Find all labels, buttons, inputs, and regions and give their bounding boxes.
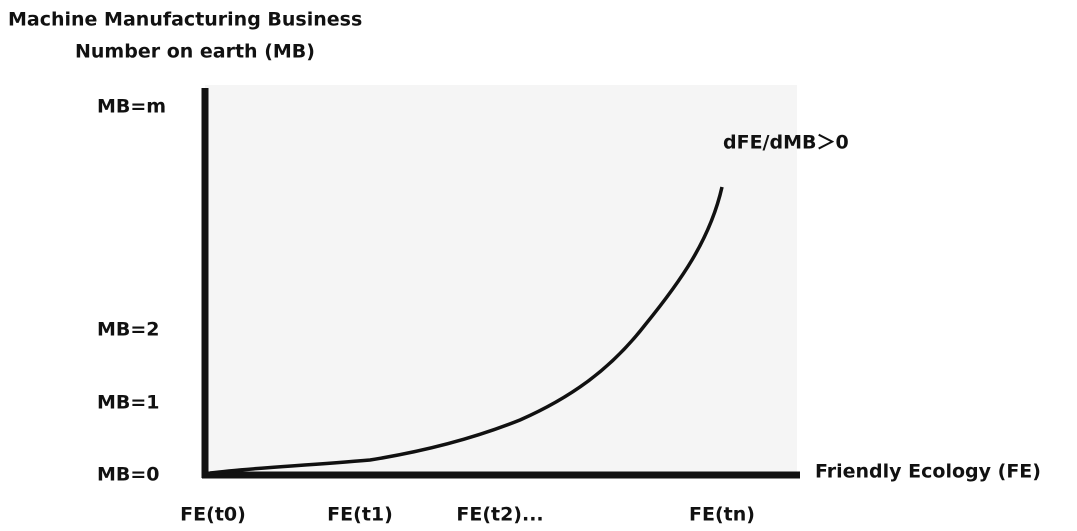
y-label: MB=0 [97,464,160,486]
y-label: MB=m [97,96,166,118]
annotation: dFE/dMB＞0 [723,132,849,154]
y-label: MB=2 [97,319,160,341]
plot-area [205,85,797,477]
x-label: FE(t2)... [456,504,543,526]
x-label: FE(tn) [689,504,755,526]
y-axis-title: Number on earth (MB) [75,41,315,63]
y-axis-title: Machine Manufacturing Business [8,9,362,31]
x-axis-title: Friendly Ecology (FE) [815,461,1041,483]
x-label: FE(t1) [327,504,393,526]
x-label: FE(t0) [180,504,246,526]
y-label: MB=1 [97,392,160,414]
curve [209,186,724,475]
